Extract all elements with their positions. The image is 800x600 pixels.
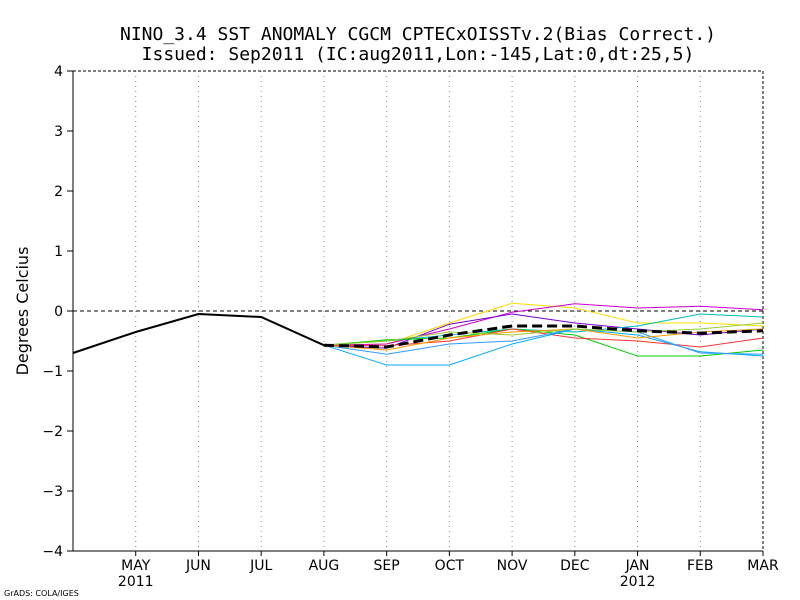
x-tick-label-feb: FEB <box>687 558 714 574</box>
observed-line <box>72 312 325 354</box>
series-layer <box>72 302 764 366</box>
series-line-member-2 <box>323 303 764 346</box>
series-line-member-8 <box>323 328 764 355</box>
grads-credit: GrADS: COLA/IGES <box>4 589 79 598</box>
chart-subtitle: Issued: Sep2011 (IC:aug2011,Lon:-145,Lat… <box>142 44 695 65</box>
x-tick-label-aug: AUG <box>309 558 340 574</box>
y-axis-label: Degrees Celcius <box>13 247 32 376</box>
y-tick-label: −2 <box>42 424 63 440</box>
y-tick-label: 2 <box>54 184 63 200</box>
x-tick-label-jan: JAN <box>625 558 650 574</box>
y-tick-label: 4 <box>54 64 63 80</box>
y-tick-label: −1 <box>42 364 63 380</box>
x-tick-label-dec: DEC <box>560 558 590 574</box>
y-tick-label: 1 <box>54 244 63 260</box>
x-tick-label-oct: OCT <box>435 558 465 574</box>
year-label-2011: 2011 <box>118 574 154 590</box>
y-tick-label: −4 <box>42 544 63 560</box>
x-tick-label-nov: NOV <box>497 558 528 574</box>
series-line-member-6 <box>323 328 764 348</box>
x-tick-label-sep: SEP <box>374 558 400 574</box>
x-tick-label-jul: JUL <box>249 558 272 574</box>
x-tick-label-may: MAY <box>121 558 151 574</box>
axis-layer: 4 3 2 1 0 −1 −2 −3 −4 MAY JUN JUL AUG SEP OCT NOV DEC JAN… <box>42 64 779 590</box>
y-tick-label: 0 <box>54 304 63 320</box>
x-tick-label-jun: JUN <box>185 558 211 574</box>
y-tick-label: 3 <box>54 124 63 140</box>
y-tick-label: −3 <box>42 484 63 500</box>
year-label-2012: 2012 <box>620 574 656 590</box>
x-tick-label-mar: MAR <box>747 558 779 574</box>
ensemble-mean-line <box>323 324 764 349</box>
chart-title: NINO_3.4 SST ANOMALY CGCM CPTECxOISSTv.2… <box>120 24 716 45</box>
series-line-member-10 <box>323 322 764 346</box>
